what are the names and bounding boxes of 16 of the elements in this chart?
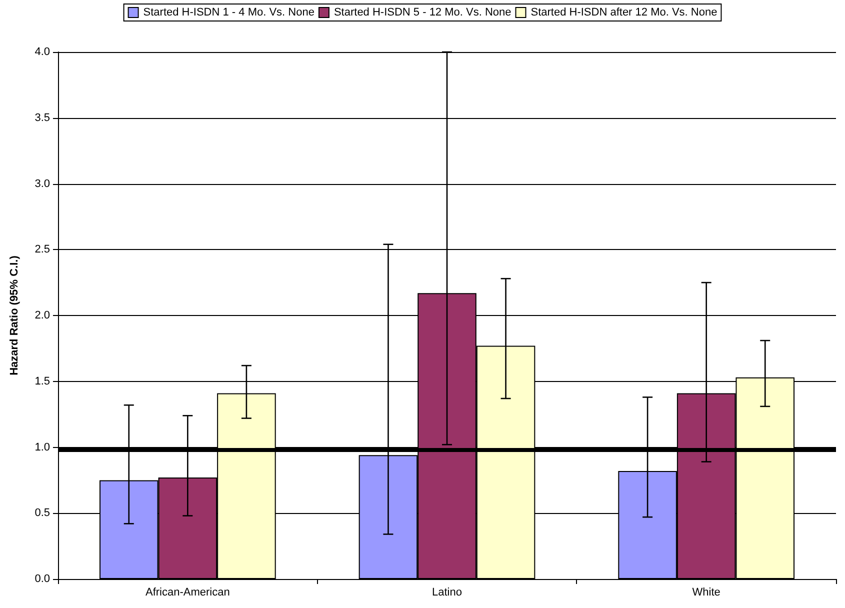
y-tick-label: 3.0 (34, 178, 50, 190)
y-tick-label: 0.5 (34, 507, 50, 520)
y-tick-label: 3.5 (34, 112, 50, 124)
y-tick-label: 2.5 (34, 244, 50, 256)
legend-label: Started H-ISDN 1 - 4 Mo. Vs. None (143, 6, 314, 18)
legend-label: Started H-ISDN 5 - 12 Mo. Vs. None (334, 6, 512, 18)
x-tick-label: White (692, 586, 720, 598)
x-tick-label: Latino (432, 586, 462, 598)
y-tick-label: 2.0 (34, 310, 50, 322)
legend-label: Started H-ISDN after 12 Mo. Vs. None (530, 6, 718, 18)
y-axis-title: Hazard Ratio (95% C.I.) (8, 255, 20, 376)
y-tick-label: 1.0 (34, 441, 50, 454)
y-tick-label: 0.0 (34, 573, 50, 585)
x-tick-label: African-American (145, 586, 230, 598)
y-tick-label: 1.5 (34, 375, 50, 388)
y-tick-label: 4.0 (34, 46, 50, 58)
